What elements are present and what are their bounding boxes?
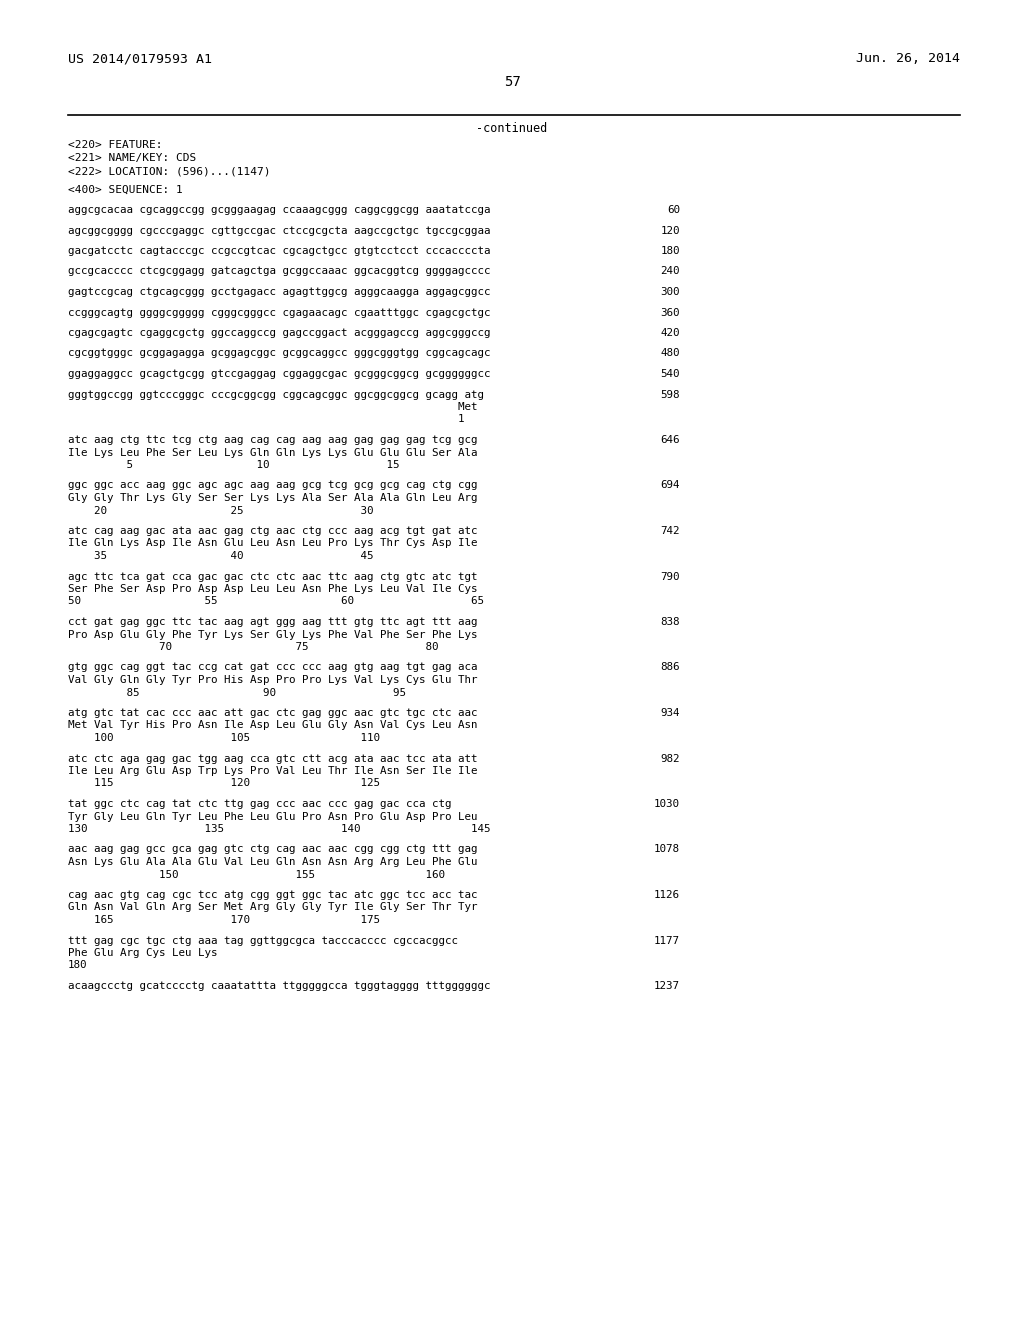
Text: 180: 180 (660, 246, 680, 256)
Text: cag aac gtg cag cgc tcc atg cgg ggt ggc tac atc ggc tcc acc tac: cag aac gtg cag cgc tcc atg cgg ggt ggc … (68, 890, 477, 900)
Text: 360: 360 (660, 308, 680, 318)
Text: 982: 982 (660, 754, 680, 763)
Text: Met: Met (68, 403, 477, 412)
Text: 240: 240 (660, 267, 680, 276)
Text: agcggcgggg cgcccgaggc cgttgccgac ctccgcgcta aagccgctgc tgccgcggaa: agcggcgggg cgcccgaggc cgttgccgac ctccgcg… (68, 226, 490, 235)
Text: 694: 694 (660, 480, 680, 491)
Text: agc ttc tca gat cca gac gac ctc ctc aac ttc aag ctg gtc atc tgt: agc ttc tca gat cca gac gac ctc ctc aac … (68, 572, 477, 582)
Text: 1237: 1237 (654, 981, 680, 991)
Text: <400> SEQUENCE: 1: <400> SEQUENCE: 1 (68, 185, 182, 195)
Text: 646: 646 (660, 436, 680, 445)
Text: Met Val Tyr His Pro Asn Ile Asp Leu Glu Gly Asn Val Cys Leu Asn: Met Val Tyr His Pro Asn Ile Asp Leu Glu … (68, 721, 477, 730)
Text: 1126: 1126 (654, 890, 680, 900)
Text: 742: 742 (660, 525, 680, 536)
Text: 790: 790 (660, 572, 680, 582)
Text: 70                   75                  80: 70 75 80 (68, 642, 438, 652)
Text: 150                  155                 160: 150 155 160 (68, 870, 445, 879)
Text: Ile Gln Lys Asp Ile Asn Glu Leu Asn Leu Pro Lys Thr Cys Asp Ile: Ile Gln Lys Asp Ile Asn Glu Leu Asn Leu … (68, 539, 477, 549)
Text: Pro Asp Glu Gly Phe Tyr Lys Ser Gly Lys Phe Val Phe Ser Phe Lys: Pro Asp Glu Gly Phe Tyr Lys Ser Gly Lys … (68, 630, 477, 639)
Text: gagtccgcag ctgcagcggg gcctgagacc agagttggcg agggcaagga aggagcggcc: gagtccgcag ctgcagcggg gcctgagacc agagttg… (68, 286, 490, 297)
Text: Asn Lys Glu Ala Ala Glu Val Leu Gln Asn Asn Arg Arg Leu Phe Glu: Asn Lys Glu Ala Ala Glu Val Leu Gln Asn … (68, 857, 477, 867)
Text: aggcgcacaa cgcaggccgg gcgggaagag ccaaagcggg caggcggcgg aaatatccga: aggcgcacaa cgcaggccgg gcgggaagag ccaaagc… (68, 205, 490, 215)
Text: 130                  135                  140                 145: 130 135 140 145 (68, 824, 490, 834)
Text: 20                   25                  30: 20 25 30 (68, 506, 374, 516)
Text: cct gat gag ggc ttc tac aag agt ggg aag ttt gtg ttc agt ttt aag: cct gat gag ggc ttc tac aag agt ggg aag … (68, 616, 477, 627)
Text: cgcggtgggc gcggagagga gcggagcggc gcggcaggcc gggcgggtgg cggcagcagc: cgcggtgggc gcggagagga gcggagcggc gcggcag… (68, 348, 490, 359)
Text: 480: 480 (660, 348, 680, 359)
Text: 300: 300 (660, 286, 680, 297)
Text: acaagccctg gcatcccctg caaatattta ttgggggcca tgggtagggg tttggggggc: acaagccctg gcatcccctg caaatattta ttggggg… (68, 981, 490, 991)
Text: 57: 57 (504, 75, 520, 88)
Text: Tyr Gly Leu Gln Tyr Leu Phe Leu Glu Pro Asn Pro Glu Asp Pro Leu: Tyr Gly Leu Gln Tyr Leu Phe Leu Glu Pro … (68, 812, 477, 821)
Text: 934: 934 (660, 708, 680, 718)
Text: atc aag ctg ttc tcg ctg aag cag cag aag aag gag gag gag tcg gcg: atc aag ctg ttc tcg ctg aag cag cag aag … (68, 436, 477, 445)
Text: 540: 540 (660, 370, 680, 379)
Text: <221> NAME/KEY: CDS: <221> NAME/KEY: CDS (68, 153, 197, 162)
Text: Ile Lys Leu Phe Ser Leu Lys Gln Gln Lys Lys Glu Glu Glu Ser Ala: Ile Lys Leu Phe Ser Leu Lys Gln Gln Lys … (68, 447, 477, 458)
Text: gggtggccgg ggtcccgggc cccgcggcgg cggcagcggc ggcggcggcg gcagg atg: gggtggccgg ggtcccgggc cccgcggcgg cggcagc… (68, 389, 484, 400)
Text: US 2014/0179593 A1: US 2014/0179593 A1 (68, 51, 212, 65)
Text: Gln Asn Val Gln Arg Ser Met Arg Gly Gly Tyr Ile Gly Ser Thr Tyr: Gln Asn Val Gln Arg Ser Met Arg Gly Gly … (68, 903, 477, 912)
Text: gacgatcctc cagtacccgc ccgccgtcac cgcagctgcc gtgtcctcct cccaccccta: gacgatcctc cagtacccgc ccgccgtcac cgcagct… (68, 246, 490, 256)
Text: 180: 180 (68, 961, 87, 970)
Text: 100                  105                 110: 100 105 110 (68, 733, 380, 743)
Text: 598: 598 (660, 389, 680, 400)
Text: atc cag aag gac ata aac gag ctg aac ctg ccc aag acg tgt gat atc: atc cag aag gac ata aac gag ctg aac ctg … (68, 525, 477, 536)
Text: 420: 420 (660, 327, 680, 338)
Text: gccgcacccc ctcgcggagg gatcagctga gcggccaaac ggcacggtcg ggggagcccc: gccgcacccc ctcgcggagg gatcagctga gcggcca… (68, 267, 490, 276)
Text: Gly Gly Thr Lys Gly Ser Ser Lys Lys Ala Ser Ala Ala Gln Leu Arg: Gly Gly Thr Lys Gly Ser Ser Lys Lys Ala … (68, 492, 477, 503)
Text: 1078: 1078 (654, 845, 680, 854)
Text: Jun. 26, 2014: Jun. 26, 2014 (856, 51, 961, 65)
Text: tat ggc ctc cag tat ctc ttg gag ccc aac ccc gag gac cca ctg: tat ggc ctc cag tat ctc ttg gag ccc aac … (68, 799, 452, 809)
Text: aac aag gag gcc gca gag gtc ctg cag aac aac cgg cgg ctg ttt gag: aac aag gag gcc gca gag gtc ctg cag aac … (68, 845, 477, 854)
Text: -continued: -continued (476, 121, 548, 135)
Text: Val Gly Gln Gly Tyr Pro His Asp Pro Pro Lys Val Lys Cys Glu Thr: Val Gly Gln Gly Tyr Pro His Asp Pro Pro … (68, 675, 477, 685)
Text: 886: 886 (660, 663, 680, 672)
Text: 120: 120 (660, 226, 680, 235)
Text: ttt gag cgc tgc ctg aaa tag ggttggcgca tacccacccc cgccacggcc: ttt gag cgc tgc ctg aaa tag ggttggcgca t… (68, 936, 458, 945)
Text: 1030: 1030 (654, 799, 680, 809)
Text: gtg ggc cag ggt tac ccg cat gat ccc ccc aag gtg aag tgt gag aca: gtg ggc cag ggt tac ccg cat gat ccc ccc … (68, 663, 477, 672)
Text: Phe Glu Arg Cys Leu Lys: Phe Glu Arg Cys Leu Lys (68, 948, 217, 958)
Text: 165                  170                 175: 165 170 175 (68, 915, 380, 925)
Text: 1177: 1177 (654, 936, 680, 945)
Text: 60: 60 (667, 205, 680, 215)
Text: <222> LOCATION: (596)...(1147): <222> LOCATION: (596)...(1147) (68, 166, 270, 176)
Text: cgagcgagtc cgaggcgctg ggccaggccg gagccggact acgggagccg aggcgggccg: cgagcgagtc cgaggcgctg ggccaggccg gagccgg… (68, 327, 490, 338)
Text: atg gtc tat cac ccc aac att gac ctc gag ggc aac gtc tgc ctc aac: atg gtc tat cac ccc aac att gac ctc gag … (68, 708, 477, 718)
Text: 1: 1 (68, 414, 465, 425)
Text: ccgggcagtg ggggcggggg cgggcgggcc cgagaacagc cgaatttggc cgagcgctgc: ccgggcagtg ggggcggggg cgggcgggcc cgagaac… (68, 308, 490, 318)
Text: Ser Phe Ser Asp Pro Asp Asp Leu Leu Asn Phe Lys Leu Val Ile Cys: Ser Phe Ser Asp Pro Asp Asp Leu Leu Asn … (68, 583, 477, 594)
Text: 5                   10                  15: 5 10 15 (68, 459, 399, 470)
Text: ggc ggc acc aag ggc agc agc aag aag gcg tcg gcg gcg cag ctg cgg: ggc ggc acc aag ggc agc agc aag aag gcg … (68, 480, 477, 491)
Text: <220> FEATURE:: <220> FEATURE: (68, 140, 163, 150)
Text: ggaggaggcc gcagctgcgg gtccgaggag cggaggcgac gcgggcggcg gcggggggcc: ggaggaggcc gcagctgcgg gtccgaggag cggaggc… (68, 370, 490, 379)
Text: atc ctc aga gag gac tgg aag cca gtc ctt acg ata aac tcc ata att: atc ctc aga gag gac tgg aag cca gtc ctt … (68, 754, 477, 763)
Text: 35                   40                  45: 35 40 45 (68, 550, 374, 561)
Text: 115                  120                 125: 115 120 125 (68, 779, 380, 788)
Text: 85                   90                  95: 85 90 95 (68, 688, 406, 697)
Text: Ile Leu Arg Glu Asp Trp Lys Pro Val Leu Thr Ile Asn Ser Ile Ile: Ile Leu Arg Glu Asp Trp Lys Pro Val Leu … (68, 766, 477, 776)
Text: 50                   55                   60                  65: 50 55 60 65 (68, 597, 484, 606)
Text: 838: 838 (660, 616, 680, 627)
